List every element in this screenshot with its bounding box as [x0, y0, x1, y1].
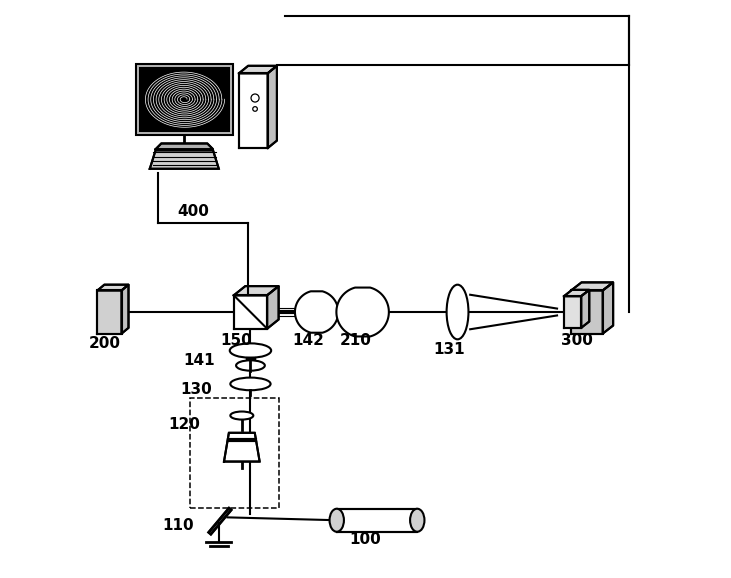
- Circle shape: [253, 107, 257, 111]
- Polygon shape: [121, 285, 129, 334]
- Ellipse shape: [230, 412, 254, 420]
- Polygon shape: [337, 509, 417, 532]
- Polygon shape: [564, 290, 589, 296]
- Polygon shape: [581, 290, 589, 328]
- Text: 131: 131: [433, 342, 465, 357]
- Polygon shape: [571, 283, 613, 290]
- Polygon shape: [336, 288, 389, 336]
- Circle shape: [251, 94, 259, 102]
- Polygon shape: [97, 290, 121, 334]
- Ellipse shape: [230, 343, 271, 358]
- Text: 130: 130: [180, 382, 212, 397]
- Polygon shape: [156, 143, 213, 149]
- Polygon shape: [267, 286, 279, 329]
- Polygon shape: [239, 73, 268, 148]
- Text: 141: 141: [183, 353, 214, 368]
- Ellipse shape: [330, 509, 344, 532]
- Text: 210: 210: [340, 334, 371, 349]
- Polygon shape: [97, 285, 129, 290]
- Text: 142: 142: [292, 334, 324, 349]
- Text: 200: 200: [88, 336, 121, 351]
- Polygon shape: [150, 150, 219, 169]
- Polygon shape: [571, 290, 603, 334]
- Polygon shape: [295, 291, 338, 333]
- Polygon shape: [234, 286, 279, 295]
- Polygon shape: [224, 433, 260, 462]
- Polygon shape: [268, 66, 277, 148]
- Text: 100: 100: [349, 532, 382, 547]
- Polygon shape: [239, 66, 277, 73]
- Ellipse shape: [236, 360, 265, 370]
- Ellipse shape: [230, 377, 270, 390]
- Text: 150: 150: [220, 334, 252, 349]
- Polygon shape: [234, 295, 267, 329]
- Polygon shape: [603, 283, 613, 334]
- Ellipse shape: [410, 509, 425, 532]
- Text: 300: 300: [561, 334, 593, 349]
- Text: 400: 400: [177, 204, 209, 219]
- FancyBboxPatch shape: [140, 68, 229, 131]
- Text: 110: 110: [163, 518, 194, 533]
- Ellipse shape: [447, 285, 469, 339]
- Polygon shape: [564, 296, 581, 328]
- Text: 120: 120: [168, 417, 200, 432]
- Polygon shape: [208, 508, 231, 534]
- FancyBboxPatch shape: [136, 64, 233, 135]
